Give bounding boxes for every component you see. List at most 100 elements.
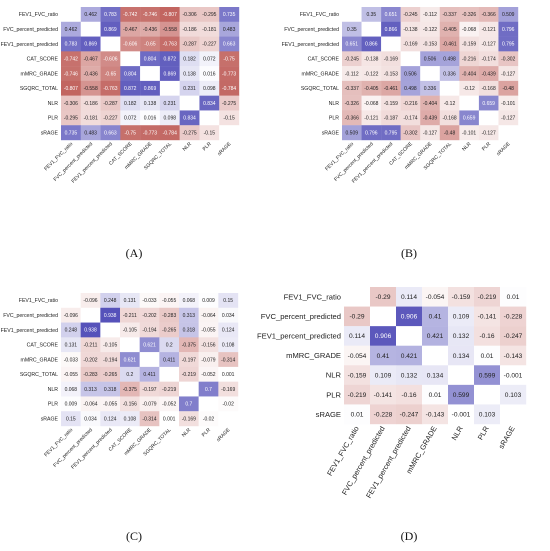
heatmap-value-label: -0.064 [201, 313, 215, 319]
heatmap-value-label: -0.314 [142, 416, 156, 422]
heatmap-4: -0.29 0.114 -0.054 -0.159 -0.219 0.01 -0.29 0.9… [257, 287, 527, 500]
heatmap-cell [159, 366, 180, 382]
heatmap-cell [381, 7, 401, 22]
heatmap-value-label: 0.2 [126, 372, 133, 378]
heatmap-cell [422, 345, 449, 366]
heatmap-cell [61, 125, 81, 141]
heatmap-cell [381, 51, 401, 67]
heatmap-cell [100, 411, 121, 427]
heatmap-cell [478, 7, 499, 22]
heatmap-cell [439, 66, 460, 82]
heatmap-value-label: 0.506 [404, 71, 417, 77]
heatmap-cell [100, 322, 121, 338]
heatmap-value-label: -0.326 [462, 12, 476, 18]
heatmap-value-label: -0.16 [401, 392, 416, 399]
heatmap-value-label: -0.404 [462, 71, 476, 77]
heatmap-value-label: 0.483 [84, 130, 97, 136]
heatmap-value-label: -0.337 [442, 12, 456, 18]
y-tick-label: sRAGE [316, 410, 341, 419]
heatmap-value-label: -0.746 [64, 71, 78, 77]
heatmap-cell [120, 7, 141, 22]
heatmap-value-label: -0.143 [504, 353, 523, 360]
heatmap-value-label: -0.143 [426, 412, 445, 419]
heatmap-value-label: 0.869 [144, 86, 157, 92]
heatmap-cell [120, 95, 141, 111]
heatmap-cell [159, 7, 180, 22]
heatmap-cell [361, 36, 382, 52]
heatmap-value-label: -0.75 [223, 56, 235, 62]
heatmap-value-label: -0.211 [123, 313, 137, 319]
y-tick-label: SGQRC_TOTAL [301, 86, 339, 92]
heatmap-value-label: -0.219 [162, 387, 176, 393]
heatmap-cell [342, 125, 362, 141]
heatmap-value-label: -0.169 [403, 42, 417, 48]
y-tick-label: FEV1_FVC_ratio [284, 292, 341, 301]
heatmap-value-label: -0.467 [84, 56, 98, 62]
heatmap-value-label: 0.411 [143, 372, 155, 378]
heatmap-cell [179, 411, 199, 427]
heatmap-cell [396, 365, 423, 386]
heatmap-value-label: 0.872 [124, 86, 137, 92]
heatmap-value-label: 0.621 [124, 357, 137, 363]
heatmap-value-label: -0.227 [103, 116, 117, 122]
heatmap-value-label: 0.599 [479, 372, 496, 379]
heatmap-value-label: -0.055 [64, 372, 78, 378]
heatmap-value-label: -0.169 [384, 56, 398, 62]
heatmap-value-label: -0.15 [223, 116, 235, 122]
heatmap-cell [478, 110, 499, 126]
heatmap-cell [474, 326, 501, 346]
heatmap-value-label: -0.807 [64, 86, 78, 92]
heatmap-value-label: -0.283 [162, 313, 176, 319]
heatmap-value-label: -0.306 [182, 12, 196, 18]
heatmap-value-label: 0.663 [104, 130, 117, 136]
heatmap-cell [218, 396, 239, 412]
heatmap-cell [420, 7, 440, 22]
heatmap-cell [179, 396, 199, 412]
heatmap-value-label: -0.763 [103, 86, 117, 92]
heatmap-cell [478, 66, 499, 82]
heatmap-value-label: -0.187 [384, 116, 398, 122]
heatmap-cell [100, 396, 121, 412]
heatmap-value-label: 0.318 [104, 387, 117, 393]
heatmap-value-label: -0.439 [482, 71, 496, 77]
heatmap-value-label: -0.558 [163, 27, 177, 33]
heatmap-value-label: -0.295 [202, 12, 216, 18]
heatmap-cell [342, 95, 362, 111]
heatmap-value-label: 0.651 [346, 42, 359, 48]
heatmap-cell [370, 287, 397, 307]
heatmap-value-label: -0.16 [479, 333, 494, 340]
heatmap-cell [80, 411, 101, 427]
heatmap-value-label: 0.498 [404, 86, 417, 92]
y-tick-label: mMRC_GRADE [21, 357, 59, 363]
heatmap-value-label: 0.124 [222, 328, 235, 334]
heatmap-cell [459, 95, 480, 111]
heatmap-cell [422, 306, 449, 327]
heatmap-value-label: -0.052 [162, 402, 176, 408]
heatmap-value-label: -0.122 [423, 27, 437, 33]
heatmap-value-label: -0.247 [400, 412, 419, 419]
heatmap-value-label: 0.001 [163, 416, 176, 422]
heatmap-cell [478, 36, 499, 52]
heatmap-cell [361, 51, 382, 67]
heatmap-value-label: 0.072 [203, 56, 216, 62]
heatmap-cell [400, 51, 421, 67]
heatmap-value-label: 0.072 [124, 116, 137, 122]
heatmap-value-label: -0.12 [463, 86, 475, 92]
heatmap-cell [198, 293, 219, 308]
heatmap-cell [219, 80, 240, 96]
y-tick-label: sRAGE [41, 416, 59, 422]
heatmap-cell [80, 80, 101, 96]
heatmap-value-label: 0.796 [502, 27, 515, 33]
heatmap-cell [159, 110, 180, 126]
heatmap-cell [498, 125, 519, 141]
heatmap-value-label: -0.375 [182, 342, 196, 348]
heatmap-value-label: -0.461 [384, 86, 398, 92]
heatmap-cell [459, 110, 480, 126]
heatmap-cell [459, 21, 480, 37]
heatmap-value-label: 0.735 [65, 130, 78, 136]
heatmap-cell [478, 125, 499, 141]
heatmap-cell [80, 366, 101, 382]
heatmap-value-label: 0.098 [203, 86, 216, 92]
heatmap-cell [179, 293, 199, 308]
heatmap-cell [199, 51, 220, 67]
